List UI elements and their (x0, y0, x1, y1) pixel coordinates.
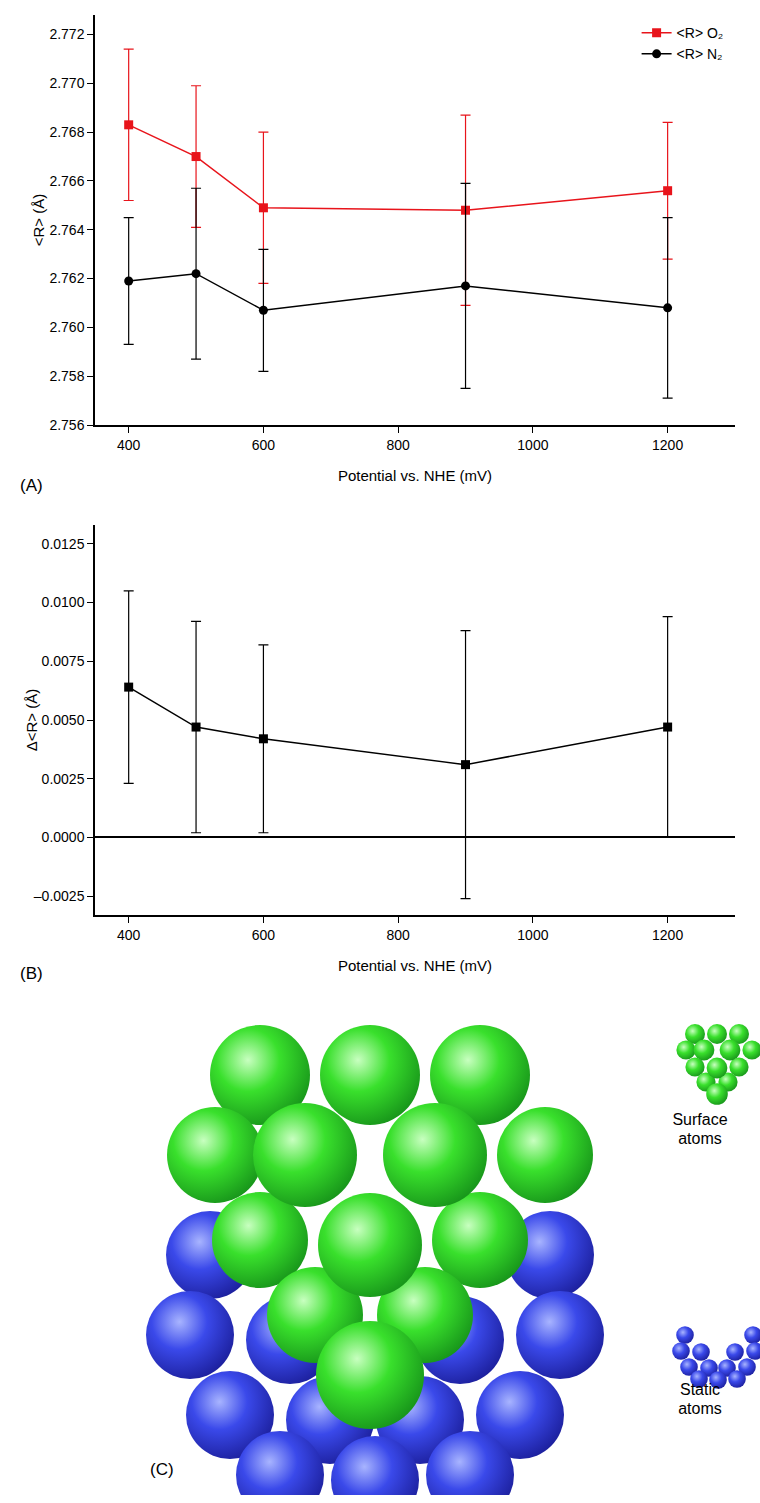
svg-text:1200: 1200 (652, 437, 683, 453)
svg-text:600: 600 (252, 927, 276, 943)
svg-text:Potential vs. NHE (mV): Potential vs. NHE (mV) (338, 957, 492, 974)
svg-text:1000: 1000 (517, 927, 548, 943)
svg-text:<R> O₂: <R> O₂ (677, 25, 724, 41)
svg-text:0.0100: 0.0100 (42, 594, 85, 610)
svg-text:Δ<R> (Å): Δ<R> (Å) (23, 689, 40, 752)
svg-text:2.756: 2.756 (49, 417, 84, 433)
svg-text:0.0125: 0.0125 (42, 536, 85, 552)
svg-text:400: 400 (117, 437, 141, 453)
svg-text:0.0025: 0.0025 (42, 771, 85, 787)
svg-text:–0.0025: –0.0025 (34, 888, 85, 904)
svg-text:1200: 1200 (652, 927, 683, 943)
svg-text:600: 600 (252, 437, 276, 453)
svg-text:400: 400 (117, 927, 141, 943)
svg-text:(A): (A) (20, 476, 43, 495)
svg-text:Potential vs. NHE (mV): Potential vs. NHE (mV) (338, 467, 492, 484)
svg-text:1000: 1000 (517, 437, 548, 453)
svg-text:2.768: 2.768 (49, 124, 84, 140)
svg-text:2.760: 2.760 (49, 319, 84, 335)
svg-text:0.0050: 0.0050 (42, 712, 85, 728)
svg-text:2.758: 2.758 (49, 368, 84, 384)
svg-text:Staticatoms: Staticatoms (678, 1381, 722, 1417)
svg-text:Surfaceatoms: Surfaceatoms (672, 1111, 727, 1147)
svg-text:(B): (B) (20, 964, 43, 983)
svg-text:0.0075: 0.0075 (42, 653, 85, 669)
svg-text:2.762: 2.762 (49, 270, 84, 286)
svg-text:800: 800 (386, 437, 410, 453)
svg-text:2.766: 2.766 (49, 173, 84, 189)
svg-text:2.772: 2.772 (49, 26, 84, 42)
svg-text:<R> N₂: <R> N₂ (677, 46, 723, 62)
svg-text:<R> (Å): <R> (Å) (30, 194, 47, 247)
svg-text:2.770: 2.770 (49, 75, 84, 91)
svg-text:2.764: 2.764 (49, 222, 84, 238)
svg-text:800: 800 (386, 927, 410, 943)
svg-text:(C): (C) (150, 1460, 174, 1479)
svg-text:0.0000: 0.0000 (42, 829, 85, 845)
